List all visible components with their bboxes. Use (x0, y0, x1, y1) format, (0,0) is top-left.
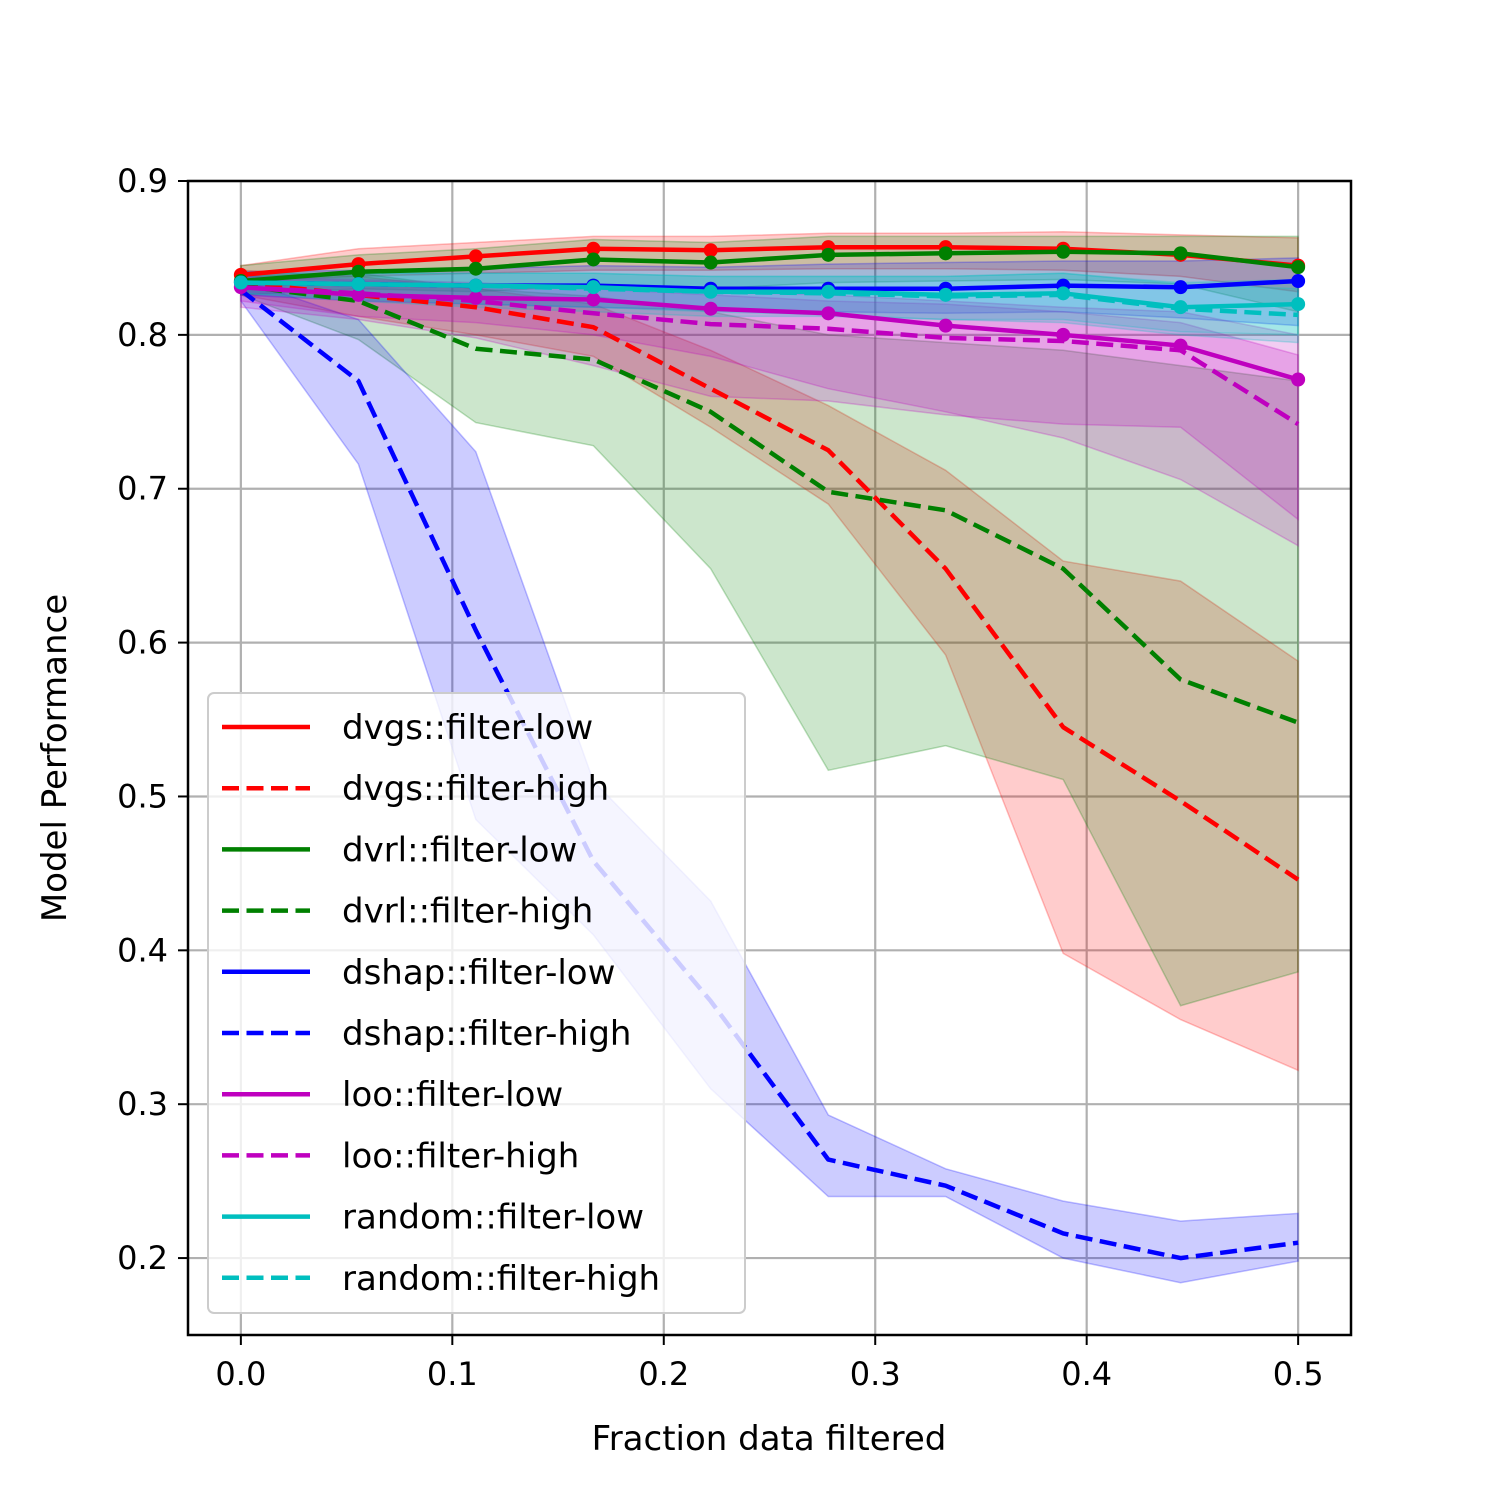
legend-label: dvgs::filter-low (342, 708, 593, 748)
point-random-filter-low (1291, 297, 1306, 312)
x-tick-label: 0.5 (1273, 1355, 1324, 1393)
legend: dvgs::filter-lowdvgs::filter-highdvrl::f… (207, 692, 746, 1314)
point-dvrl-filter-low (703, 255, 718, 270)
legend-label: random::filter-low (342, 1198, 644, 1238)
legend-label: random::filter-high (342, 1259, 660, 1299)
line-loo-filter-high (240, 284, 1300, 427)
y-tick-label: 0.2 (117, 1239, 168, 1277)
point-loo-filter-low (938, 318, 953, 333)
point-dvgs-filter-low (586, 241, 601, 256)
point-loo-filter-low (1291, 372, 1306, 387)
legend-label: dvgs::filter-high (342, 769, 609, 809)
line-dshap-filter-high (239, 288, 1299, 1261)
y-tick-label: 0.7 (117, 470, 168, 508)
point-loo-filter-low (586, 292, 601, 307)
x-tick-label: 0.1 (427, 1355, 478, 1393)
series-lines (233, 240, 1306, 1261)
plot-frame (186, 179, 1353, 1337)
point-loo-filter-low (703, 301, 718, 316)
line-dvgs-filter-high (240, 280, 1300, 882)
line-dvrl-filter-high (240, 283, 1299, 725)
legend-label: dshap::filter-low (342, 953, 615, 993)
y-tick-label: 0.5 (117, 777, 168, 815)
x-tick-label: 0.3 (850, 1355, 901, 1393)
line-random-filter-high (240, 280, 1299, 318)
y-tick-label: 0.3 (117, 1085, 168, 1123)
y-axis-label: Model Performance (35, 594, 75, 922)
x-tick-label: 0.4 (1061, 1355, 1112, 1393)
legend-label: loo::filter-high (342, 1136, 579, 1176)
point-dvrl-filter-low (821, 247, 836, 262)
x-tick-label: 0.0 (215, 1355, 266, 1393)
line-dvrl-filter-low (240, 249, 1299, 284)
point-dvrl-filter-low (1173, 246, 1188, 261)
point-dvrl-filter-low (1056, 244, 1071, 259)
point-dvrl-filter-low (468, 261, 483, 276)
point-dvrl-filter-low (1291, 260, 1306, 275)
point-dvrl-filter-low (938, 246, 953, 261)
band-random-filter-high (240, 272, 1299, 344)
legend-label: dshap::filter-high (342, 1014, 631, 1054)
y-tick-label: 0.8 (117, 316, 168, 354)
point-dvrl-filter-low (351, 264, 366, 279)
axis-ticks: 0.0 0.1 0.2 0.3 0.4 0.5 0.2 0.3 0.4 0.5 0.6 0.7 0.8 0… (117, 162, 1323, 1393)
point-loo-filter-low (1056, 327, 1071, 342)
band-dvgs-filter-high (240, 269, 1299, 1072)
x-axis-label: Fraction data filtered (592, 1419, 947, 1459)
point-loo-filter-low (821, 306, 836, 321)
legend-label: dvrl::filter-high (342, 892, 593, 932)
point-random-filter-low (233, 275, 248, 290)
y-tick-label: 0.6 (117, 624, 168, 662)
legend-label: dvrl::filter-low (342, 830, 577, 870)
legend-label: loo::filter-low (342, 1075, 563, 1115)
y-tick-label: 0.4 (117, 931, 168, 969)
point-dshap-filter-low (1173, 280, 1188, 295)
point-dvgs-filter-low (468, 249, 483, 264)
point-dvgs-filter-low (703, 243, 718, 258)
x-tick-label: 0.2 (638, 1355, 689, 1393)
y-tick-label: 0.9 (117, 162, 168, 200)
point-random-filter-low (351, 277, 366, 292)
point-dshap-filter-low (1291, 274, 1306, 289)
legend-frame (207, 692, 746, 1314)
point-dvrl-filter-low (586, 252, 601, 267)
